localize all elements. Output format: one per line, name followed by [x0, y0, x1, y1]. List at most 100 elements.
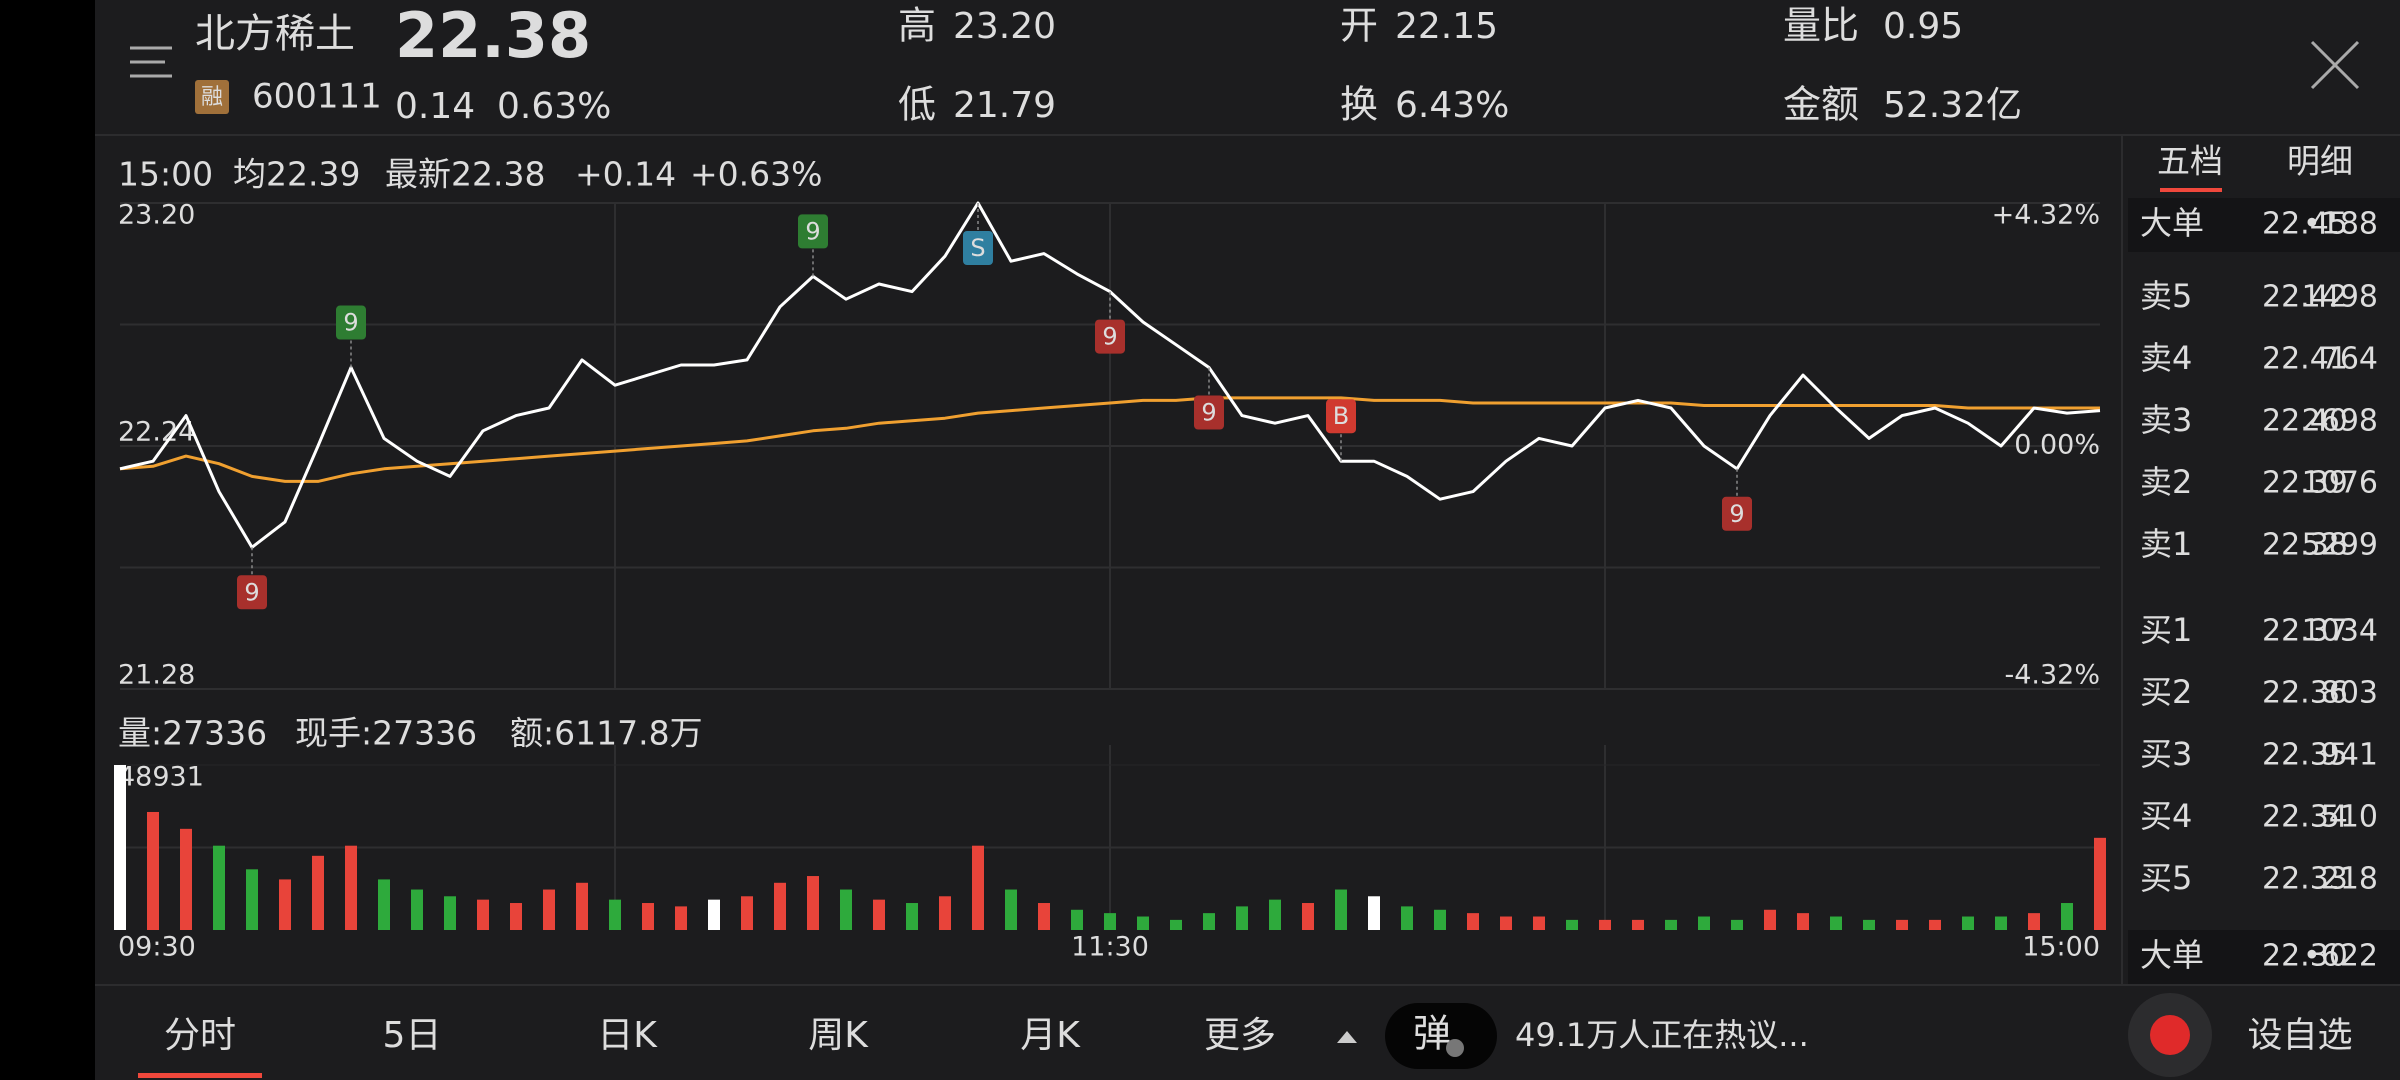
- info-average: 均22.39: [233, 155, 360, 194]
- badge: 融: [201, 85, 223, 110]
- volume-bar: [1698, 916, 1710, 930]
- price-change-pct: 0.63%: [497, 86, 611, 127]
- volume-bar: [1236, 906, 1248, 930]
- tab[interactable]: 周K: [808, 1015, 869, 1056]
- volume-bar: [1566, 919, 1578, 930]
- annotation-badge: [798, 214, 828, 249]
- book-volume: 5299: [2302, 528, 2378, 563]
- tab-active[interactable]: 分时: [164, 1015, 236, 1056]
- annotation-badge: [1095, 319, 1125, 354]
- tab-underline: [2160, 188, 2222, 192]
- book-volume: 803: [2321, 676, 2378, 711]
- book-label: 买2: [2140, 673, 2192, 711]
- tab[interactable]: 明细: [2287, 142, 2353, 181]
- x-tick-label: 09:30: [118, 932, 196, 963]
- volume-bar: [609, 899, 621, 930]
- y-tick-label: 21.28: [118, 660, 195, 691]
- stock-code: 600111: [252, 77, 382, 117]
- add-watchlist[interactable]: 设自选: [2247, 1016, 2352, 1056]
- annotation-badge: [237, 575, 267, 610]
- book-label: 大单: [2140, 204, 2204, 242]
- y2-tick-label: 0.00%: [2014, 430, 2100, 461]
- volume-bar: [180, 828, 192, 930]
- stock-name: 北方稀土: [195, 11, 355, 57]
- book-label: 卖3: [2140, 401, 2192, 439]
- volume-bar: [312, 855, 324, 930]
- more-arrow: [1337, 1031, 1357, 1043]
- annotation-label: 9: [1201, 399, 1216, 427]
- volume-bar: [1368, 896, 1380, 930]
- book-volume: 764: [2321, 342, 2378, 377]
- book-volume: 1076: [2302, 466, 2378, 501]
- volume-bar: [1599, 919, 1611, 930]
- book-price: 22.45: [2262, 207, 2348, 242]
- volume-bar: [246, 869, 258, 930]
- book-label: 买1: [2140, 611, 2192, 649]
- volume-bar: [378, 879, 390, 930]
- volume-bar: [906, 903, 918, 930]
- volume-bar: [1401, 906, 1413, 930]
- average-line: [119, 396, 2100, 483]
- y2-tick-label: -4.32%: [2004, 660, 2100, 691]
- volume-bar: [345, 845, 357, 930]
- stat-label: 换: [1340, 83, 1378, 127]
- volume-bar: [708, 899, 720, 930]
- stat-label: 开: [1340, 4, 1378, 48]
- annotation-badge: [963, 231, 993, 265]
- y2-tick-label: +4.32%: [1992, 200, 2100, 231]
- volume-bar: [939, 896, 951, 930]
- stat-value: 21.79: [953, 85, 1056, 126]
- volume-bar: [1071, 909, 1083, 930]
- volume-bar: [1269, 899, 1281, 930]
- hot-pill[interactable]: [1385, 1003, 1497, 1069]
- info-time: 15:00: [118, 155, 213, 194]
- stat-label: 高: [898, 4, 936, 48]
- discussion[interactable]: 49.1万人正在热议...: [1515, 1016, 1809, 1054]
- tab-active[interactable]: 五档: [2157, 142, 2223, 181]
- book-price: 22.35: [2262, 738, 2348, 773]
- bottom-bar: [95, 985, 2400, 1080]
- volume-total: 量:27336: [118, 714, 267, 753]
- book-label: 卖4: [2140, 339, 2192, 377]
- menu-icon[interactable]: [130, 46, 172, 78]
- book-volume: 1034: [2302, 614, 2378, 649]
- volume-amount: 额:6117.8万: [510, 714, 703, 753]
- volume-bar: [972, 845, 984, 930]
- bottom-nav: 分时 5日 日K 周K 月K 更多 弹 49.1万人正在热议... 设自选: [138, 993, 2353, 1078]
- tab[interactable]: 月K: [1020, 1015, 1081, 1056]
- book-price: 22.37: [2262, 614, 2348, 649]
- book-label: 卖5: [2140, 277, 2192, 315]
- tab[interactable]: 日K: [597, 1015, 658, 1056]
- y-tick-label: 23.20: [118, 200, 195, 231]
- annotation-label: S: [970, 234, 985, 262]
- volume-bar: [510, 903, 522, 930]
- tab[interactable]: 5日: [383, 1015, 442, 1056]
- big-order-bg: [2128, 198, 2400, 252]
- volume-bar: [1500, 916, 1512, 930]
- book-volume: 2698: [2302, 404, 2378, 439]
- close-button[interactable]: [2310, 40, 2360, 90]
- volume-bar: [807, 876, 819, 930]
- stat-label: 低: [898, 83, 936, 127]
- book-label: 买4: [2140, 797, 2192, 835]
- volume-bar: [1962, 916, 1974, 930]
- stat-label: 金额: [1783, 83, 1859, 127]
- stock-price: 22.38: [395, 0, 591, 72]
- stat-value: 0.95: [1883, 6, 1963, 47]
- volume-bar: [1302, 903, 1314, 930]
- book-label: 大单: [2140, 936, 2204, 974]
- tab[interactable]: 更多: [1204, 1015, 1276, 1056]
- annotation-label: 9: [1729, 500, 1744, 528]
- book-price: 22.40: [2262, 404, 2348, 439]
- volume-tick-label: 48931: [118, 762, 204, 793]
- info-change-pct: +0.63%: [690, 155, 822, 194]
- volume-bar: [1005, 889, 1017, 930]
- close-line: [2310, 40, 2360, 90]
- book-price: 22.33: [2262, 862, 2348, 897]
- volume-bar: [279, 879, 291, 930]
- volume-bar: [1863, 919, 1875, 930]
- volume-bar: [1995, 916, 2007, 930]
